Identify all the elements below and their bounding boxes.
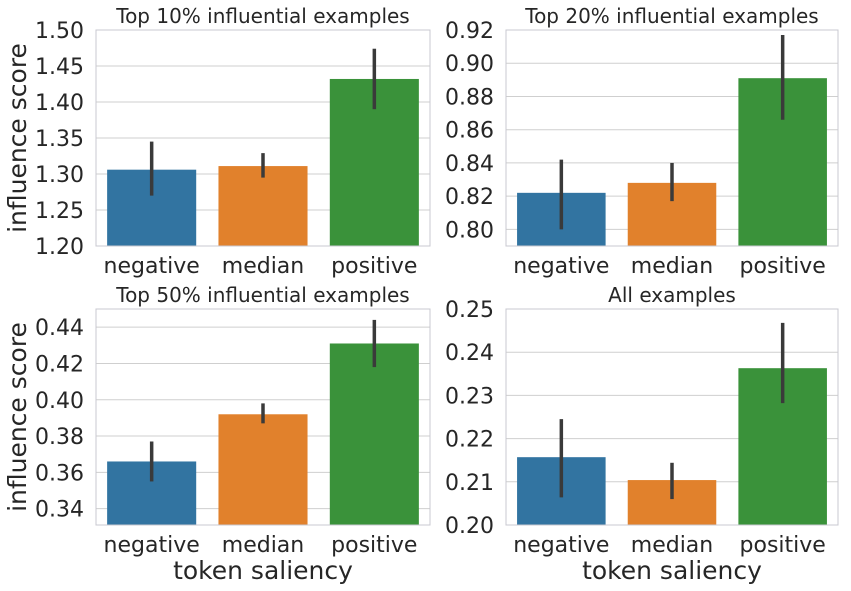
x-tick-label: positive bbox=[331, 254, 417, 279]
x-tick-label: negative bbox=[513, 254, 609, 279]
y-tick-label: 0.40 bbox=[35, 389, 84, 414]
chart-panel-4: 0.20 0.21 0.22 0.23 0.24 0.25 negative median po… bbox=[445, 283, 839, 585]
y-tick-label: 0.24 bbox=[445, 341, 494, 366]
chart-title: Top 10% influential examples bbox=[115, 4, 409, 28]
y-axis-label: influence score bbox=[3, 43, 32, 233]
x-axis-label: token saliency bbox=[582, 556, 762, 585]
axes-frame bbox=[505, 308, 839, 526]
y-tick-label: 0.92 bbox=[445, 19, 494, 44]
x-tick-label: median bbox=[222, 254, 304, 279]
chart-panel-2: 0.80 0.82 0.84 0.86 0.88 0.90 0.92 negative medi… bbox=[445, 4, 839, 279]
y-tick-label: 0.25 bbox=[445, 298, 494, 323]
axes-frame bbox=[95, 308, 431, 526]
x-tick-label: median bbox=[222, 533, 304, 558]
y-tick-label: 0.84 bbox=[445, 152, 494, 177]
y-tick-label: 0.20 bbox=[445, 514, 494, 539]
y-tick-label: 1.50 bbox=[35, 19, 84, 44]
y-tick-label: 0.42 bbox=[35, 352, 84, 377]
x-tick-label: median bbox=[631, 254, 713, 279]
y-tick-label: 1.20 bbox=[35, 235, 84, 260]
y-tick-label: 0.23 bbox=[445, 384, 494, 409]
chart-title: All examples bbox=[608, 283, 736, 307]
y-axis-label: influence score bbox=[3, 322, 32, 512]
x-tick-label: positive bbox=[740, 533, 826, 558]
x-tick-label: negative bbox=[104, 533, 200, 558]
y-tick-label: 0.21 bbox=[445, 471, 494, 496]
y-tick-label: 0.90 bbox=[445, 52, 494, 77]
bar-positive bbox=[329, 343, 419, 525]
y-tick-label: 0.38 bbox=[35, 425, 84, 450]
y-tick-label: 1.30 bbox=[35, 163, 84, 188]
axes-frame bbox=[505, 29, 839, 247]
y-tick-label: 0.22 bbox=[445, 428, 494, 453]
y-tick-label: 0.80 bbox=[445, 218, 494, 243]
chart-panel-1: 1.20 1.25 1.30 1.35 1.40 1.45 1.50 negative medi… bbox=[3, 4, 431, 279]
x-tick-label: negative bbox=[104, 254, 200, 279]
y-tick-label: 0.86 bbox=[445, 119, 494, 144]
x-axis-label: token saliency bbox=[173, 556, 353, 585]
chart-title: Top 20% influential examples bbox=[524, 4, 818, 28]
y-tick-label: 0.44 bbox=[35, 316, 84, 341]
y-tick-label: 1.25 bbox=[35, 199, 84, 224]
x-tick-label: positive bbox=[740, 254, 826, 279]
y-tick-label: 1.40 bbox=[35, 91, 84, 116]
chart-title: Top 50% influential examples bbox=[115, 283, 409, 307]
bar-median bbox=[218, 414, 308, 525]
y-tick-label: 0.88 bbox=[445, 85, 494, 110]
y-tick-label: 1.45 bbox=[35, 55, 84, 80]
y-tick-label: 0.82 bbox=[445, 185, 494, 210]
x-tick-label: median bbox=[631, 533, 713, 558]
y-tick-label: 0.36 bbox=[35, 461, 84, 486]
axes-frame bbox=[95, 29, 431, 247]
y-tick-label: 0.34 bbox=[35, 498, 84, 523]
chart-panel-3: 0.34 0.36 0.38 0.40 0.42 0.44 negative median po… bbox=[3, 283, 431, 585]
x-tick-label: negative bbox=[513, 533, 609, 558]
y-tick-label: 1.35 bbox=[35, 127, 84, 152]
bar-median bbox=[218, 166, 308, 246]
x-tick-label: positive bbox=[331, 533, 417, 558]
